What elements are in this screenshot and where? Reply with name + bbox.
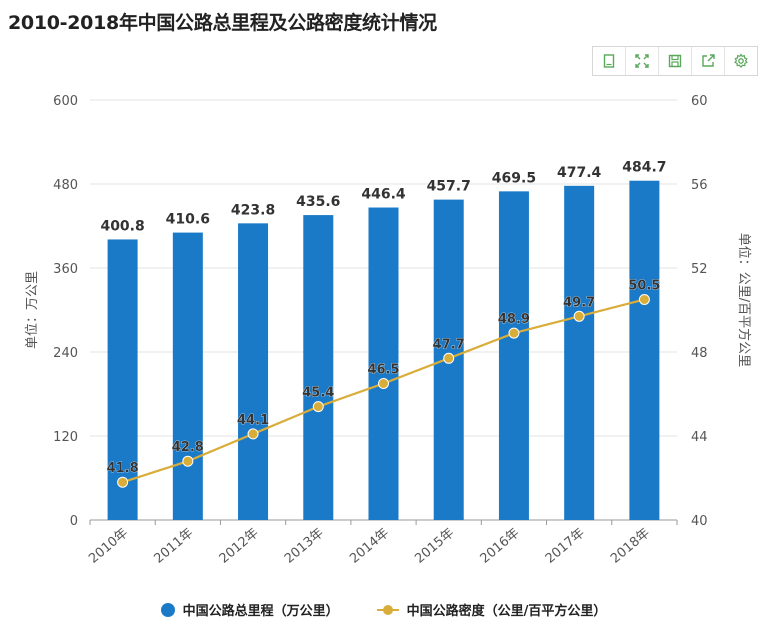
fullscreen-icon	[635, 54, 649, 68]
bar-value-label: 477.4	[557, 165, 602, 181]
bar-value-label: 484.7	[622, 160, 666, 176]
y-tick-label-right: 56	[691, 178, 708, 193]
chart-legend: 中国公路总里程（万公里） 中国公路密度（公里/百平方公里）	[0, 600, 767, 619]
y-tick-label-right: 48	[691, 346, 708, 361]
fullscreen-button[interactable]	[626, 47, 659, 75]
y-tick-label-right: 44	[691, 430, 708, 445]
line-value-label: 49.7	[563, 295, 595, 310]
bar-value-label: 469.5	[492, 170, 536, 186]
y-tick-label-left: 600	[53, 94, 78, 109]
line-point	[508, 327, 520, 339]
bar	[564, 185, 595, 520]
bar	[107, 239, 138, 520]
line-point	[247, 428, 259, 440]
line-point	[378, 378, 389, 389]
line-point	[312, 401, 324, 413]
data-view-button[interactable]	[593, 47, 626, 75]
share-button[interactable]	[692, 47, 725, 75]
x-tick-label: 2012年	[217, 526, 262, 567]
bar	[238, 223, 269, 520]
settings-icon	[734, 53, 748, 68]
bar	[172, 232, 203, 520]
x-tick-label: 2016年	[478, 526, 523, 567]
save-button[interactable]	[659, 47, 692, 75]
share-icon	[702, 54, 715, 67]
y-tick-label-right: 40	[691, 514, 708, 529]
x-tick-label: 2010年	[86, 526, 131, 567]
line-value-label: 44.1	[237, 413, 269, 428]
line-value-label: 46.5	[367, 363, 399, 378]
y-tick-label-left: 360	[53, 262, 78, 277]
y-axis-title-right: 单位：公里/百平方公里	[736, 233, 752, 367]
settings-button[interactable]	[725, 47, 757, 75]
y-tick-label-left: 120	[53, 430, 78, 445]
line-point	[443, 352, 455, 364]
line-point	[182, 455, 194, 467]
bar	[368, 207, 399, 520]
line-value-label: 50.5	[628, 279, 660, 294]
legend-line-swatch	[376, 603, 399, 617]
bar-value-label: 410.6	[166, 212, 210, 228]
line-point	[573, 310, 585, 322]
save-icon	[668, 54, 682, 68]
x-tick-label: 2013年	[282, 526, 327, 567]
chart-title: 2010-2018年中国公路总里程及公路密度统计情况	[8, 12, 437, 34]
y-tick-label-right: 52	[691, 262, 708, 277]
bar-value-label: 457.7	[427, 179, 471, 195]
bar-value-label: 400.8	[100, 218, 144, 234]
x-tick-label: 2018年	[608, 526, 653, 567]
line-value-label: 48.9	[498, 312, 530, 327]
legend-label-mileage: 中国公路总里程（万公里）	[182, 604, 339, 619]
data-view-icon	[603, 54, 615, 68]
y-axis-title-left: 单位：万公里	[25, 271, 40, 349]
line-point	[638, 294, 650, 305]
legend-item-density[interactable]: 中国公路密度（公里/百平方公里）	[376, 600, 607, 619]
bar-value-label: 423.8	[231, 202, 275, 218]
y-tick-label-left: 240	[53, 346, 78, 361]
legend-label-density: 中国公路密度（公里/百平方公里）	[406, 604, 607, 619]
x-tick-label: 2014年	[347, 526, 392, 567]
chart-toolbar	[592, 46, 758, 76]
line-value-label: 47.7	[433, 337, 465, 352]
y-tick-label-left: 480	[53, 178, 78, 193]
x-tick-label: 2015年	[412, 526, 457, 567]
line-value-label: 42.8	[172, 440, 204, 455]
line-point	[117, 476, 129, 488]
bar-value-label: 435.6	[296, 194, 340, 210]
x-tick-label: 2011年	[151, 526, 196, 567]
legend-item-mileage[interactable]: 中国公路总里程（万公里）	[160, 600, 339, 619]
legend-bar-swatch	[160, 602, 175, 617]
bar	[629, 180, 660, 520]
line-value-label: 45.4	[302, 386, 334, 401]
x-tick-label: 2017年	[543, 526, 588, 567]
bar	[303, 215, 334, 520]
y-tick-label-right: 60	[691, 94, 708, 109]
y-tick-label-left: 0	[70, 514, 78, 529]
line-value-label: 41.8	[107, 461, 139, 476]
bar-value-label: 446.4	[361, 187, 406, 203]
bar	[498, 191, 529, 520]
